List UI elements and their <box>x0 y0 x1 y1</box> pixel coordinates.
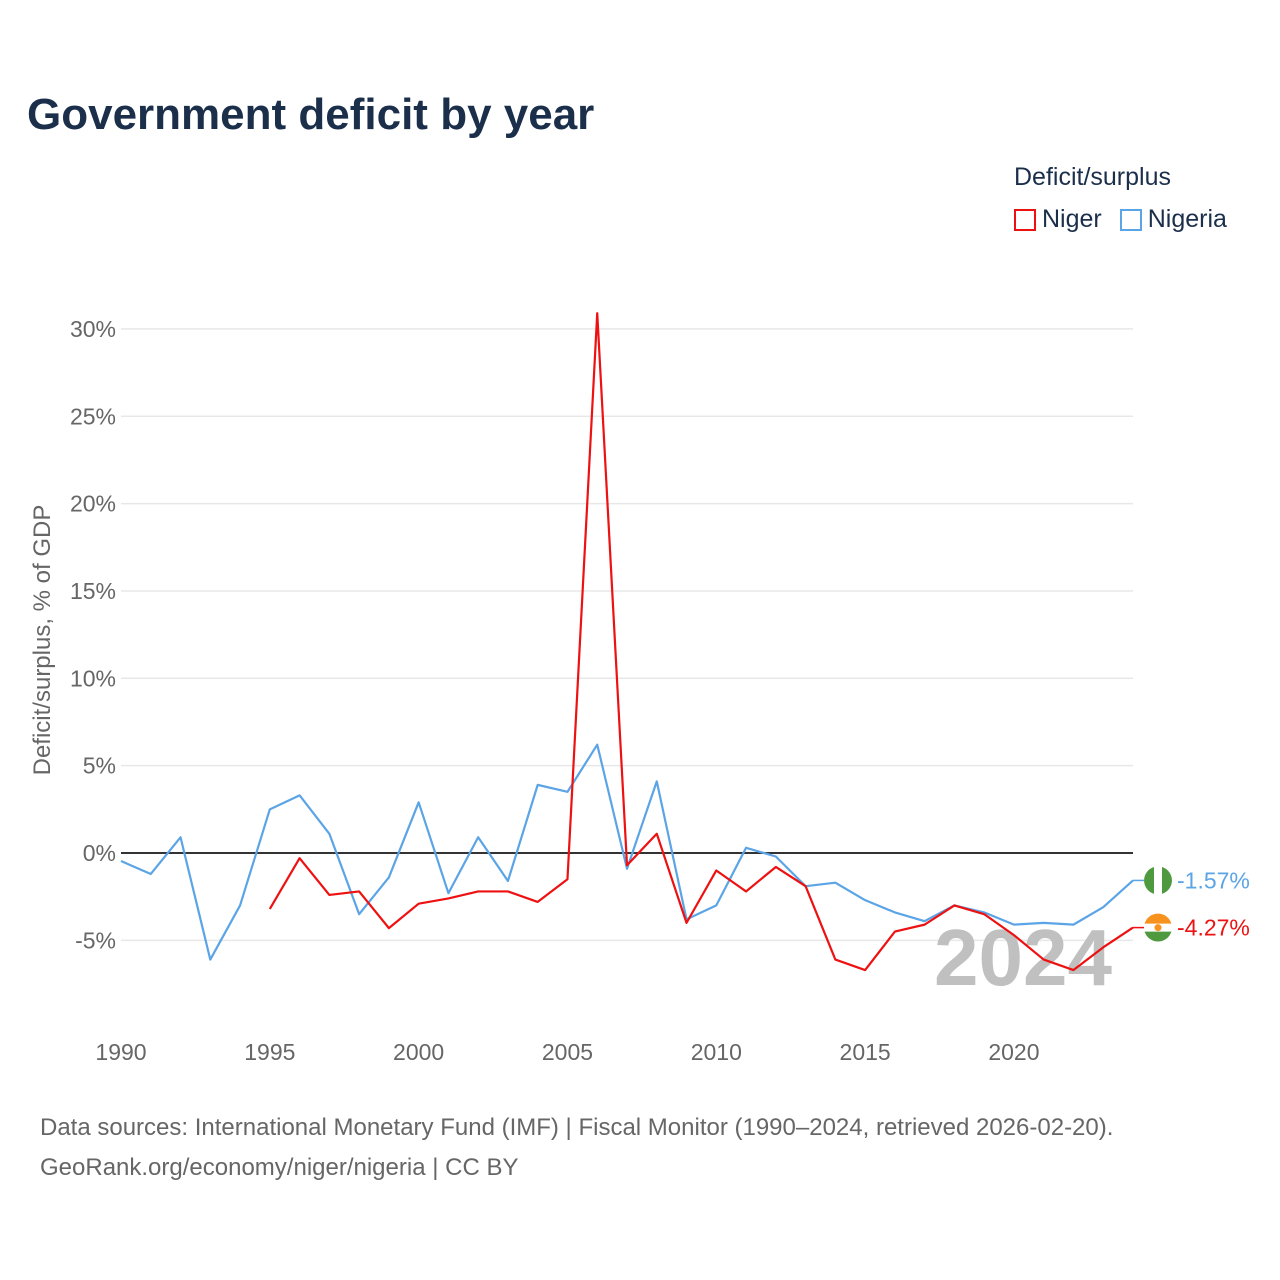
x-tick-label: 2005 <box>542 1039 593 1065</box>
y-tick-label: -5% <box>75 927 116 953</box>
legend: Niger Nigeria <box>1014 205 1227 234</box>
legend-swatch-nigeria <box>1119 208 1142 231</box>
y-axis-label: Deficit/surplus, % of GDP <box>29 505 56 776</box>
source-note: Data sources: International Monetary Fun… <box>40 1108 1113 1188</box>
year-watermark: 2024 <box>934 913 1112 1002</box>
x-tick-label: 1990 <box>95 1039 146 1065</box>
source-line-2: GeoRank.org/economy/niger/nigeria | CC B… <box>40 1154 519 1181</box>
x-tick-label: 2020 <box>988 1039 1039 1065</box>
end-value-label-nigeria: -1.57% <box>1177 867 1250 893</box>
series-line-niger <box>268 312 1134 972</box>
y-tick-label: 15% <box>70 578 116 604</box>
y-tick-label: 25% <box>70 403 116 429</box>
y-tick-label: 5% <box>83 753 116 779</box>
niger-flag-stripe <box>1144 913 1172 924</box>
x-tick-label: 1995 <box>244 1039 295 1065</box>
y-tick-label: 20% <box>70 491 116 517</box>
niger-flag-stripe <box>1144 931 1172 942</box>
y-tick-label: 0% <box>83 840 116 866</box>
x-tick-label: 2015 <box>840 1039 891 1065</box>
legend-title: Deficit/surplus <box>1014 163 1171 191</box>
x-tick-label: 2000 <box>393 1039 444 1065</box>
legend-item-nigeria[interactable]: Nigeria <box>1119 205 1227 234</box>
x-tick-label: 2010 <box>691 1039 742 1065</box>
chart-title: Government deficit by year <box>27 90 595 139</box>
nigeria-flag-stripe <box>1162 867 1172 894</box>
legend-label-niger: Niger <box>1042 205 1102 233</box>
niger-flag-sun <box>1154 924 1162 932</box>
legend-item-niger[interactable]: Niger <box>1014 205 1102 234</box>
end-value-label-niger: -4.27% <box>1177 915 1250 941</box>
y-tick-label: 10% <box>70 665 116 691</box>
legend-label-nigeria: Nigeria <box>1147 205 1227 233</box>
legend-swatch-niger <box>1014 208 1036 231</box>
source-line-1: Data sources: International Monetary Fun… <box>40 1114 1114 1141</box>
y-tick-label: 30% <box>70 316 116 342</box>
nigeria-flag-stripe <box>1144 867 1154 894</box>
